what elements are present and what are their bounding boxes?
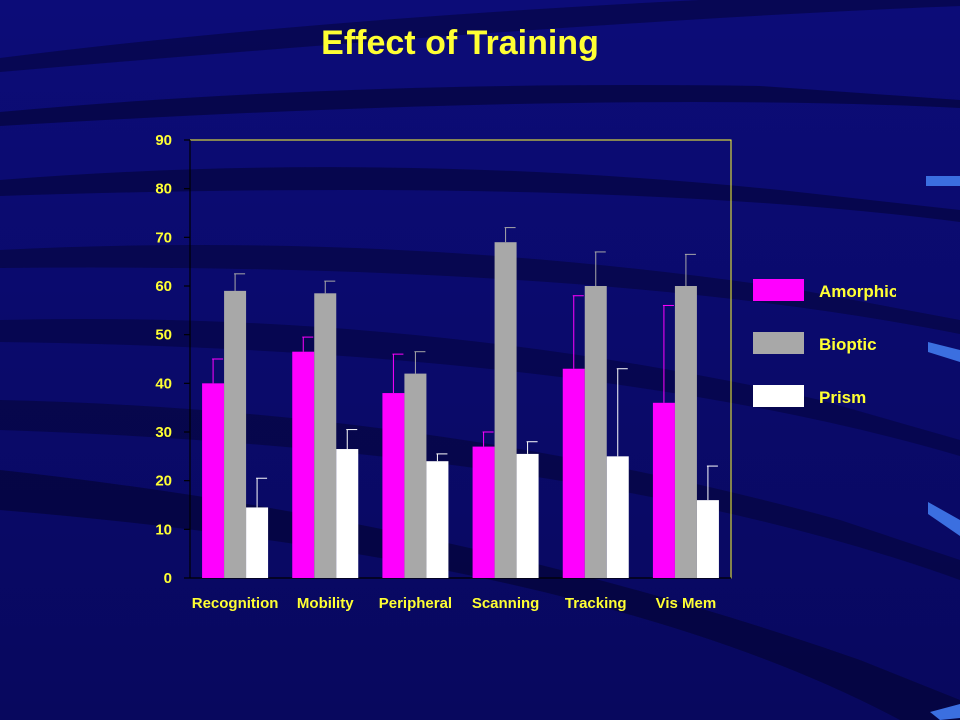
error-bar-amorphic-vis-mem (662, 304, 674, 403)
decor-stripe-2 (928, 342, 960, 362)
legend-swatch-prism (753, 385, 804, 407)
x-category-labels: Recognition Mobility Peripheral Scanning Tra… (192, 595, 716, 612)
bar-prism-recognition (246, 507, 269, 578)
chart-error-bars (212, 227, 718, 508)
chart-bars (202, 242, 719, 578)
x-category-label: Mobility (297, 595, 354, 612)
error-bar-prism-scanning (526, 441, 538, 454)
y-tick-label: 40 (155, 375, 172, 392)
x-category-label: Scanning (472, 595, 540, 612)
y-tick-label: 90 (155, 132, 172, 149)
error-bar-prism-recognition (256, 477, 268, 508)
error-bar-prism-peripheral (436, 453, 448, 462)
bar-amorphic-tracking (562, 368, 585, 578)
bar-bioptic-recognition (224, 290, 247, 578)
legend-label-prism: Prism (819, 388, 866, 407)
error-bar-amorphic-mobility (302, 336, 314, 352)
y-tick-label: 10 (155, 521, 172, 538)
bar-bioptic-tracking (584, 286, 607, 578)
legend-label-amorphic: Amorphic (819, 282, 898, 301)
error-bar-amorphic-scanning (482, 431, 494, 447)
bar-bioptic-peripheral (404, 373, 427, 578)
bar-amorphic-mobility (292, 351, 315, 578)
legend-label-bioptic: Bioptic (819, 335, 877, 354)
error-bar-prism-tracking (616, 368, 628, 457)
y-tick-label: 0 (164, 570, 172, 587)
chart-axes (189, 139, 732, 579)
error-bar-prism-vis-mem (706, 465, 718, 501)
legend-swatch-bioptic (753, 332, 804, 354)
y-tick-label: 80 (155, 181, 172, 198)
bar-prism-peripheral (426, 461, 449, 578)
error-bar-bioptic-recognition (234, 273, 246, 291)
y-tick-label: 30 (155, 424, 172, 441)
y-tick-labels: 0 10 20 30 40 50 60 70 80 90 (155, 132, 190, 587)
x-category-label: Tracking (565, 595, 627, 612)
legend-swatch-amorphic (753, 279, 804, 301)
decor-stripe-3 (928, 502, 960, 536)
error-bar-bioptic-scanning (504, 227, 516, 243)
bar-prism-mobility (336, 449, 359, 578)
x-category-label: Recognition (192, 595, 279, 612)
bar-amorphic-vis-mem (652, 402, 675, 578)
slide-title: Effect of Training (321, 24, 599, 62)
bar-bioptic-vis-mem (674, 286, 697, 578)
y-tick-label: 60 (155, 278, 172, 295)
x-category-label: Vis Mem (656, 595, 717, 612)
bar-bioptic-mobility (314, 293, 337, 578)
bar-amorphic-scanning (472, 446, 495, 578)
y-tick-label: 70 (155, 229, 172, 246)
error-bar-bioptic-vis-mem (684, 253, 696, 286)
y-tick-label: 20 (155, 473, 172, 490)
bar-amorphic-recognition (202, 383, 225, 578)
bar-prism-scanning (516, 453, 539, 578)
y-tick-label: 50 (155, 327, 172, 344)
decor-stripe-4 (930, 704, 960, 720)
error-bar-amorphic-peripheral (392, 353, 404, 394)
x-category-label: Peripheral (379, 595, 452, 612)
error-bar-bioptic-mobility (324, 280, 336, 294)
bar-prism-tracking (606, 456, 629, 578)
decor-stripe-1 (926, 176, 960, 186)
error-bar-bioptic-peripheral (414, 351, 426, 374)
plot-area-frame (189, 139, 732, 579)
bar-prism-vis-mem (696, 500, 719, 578)
error-bar-amorphic-recognition (212, 358, 224, 384)
chart-legend: Amorphic Bioptic Prism (753, 279, 898, 407)
error-bar-bioptic-tracking (594, 251, 606, 286)
error-bar-prism-mobility (346, 429, 358, 450)
bar-amorphic-peripheral (382, 393, 405, 578)
error-bar-amorphic-tracking (572, 295, 584, 369)
bar-bioptic-scanning (494, 242, 517, 578)
